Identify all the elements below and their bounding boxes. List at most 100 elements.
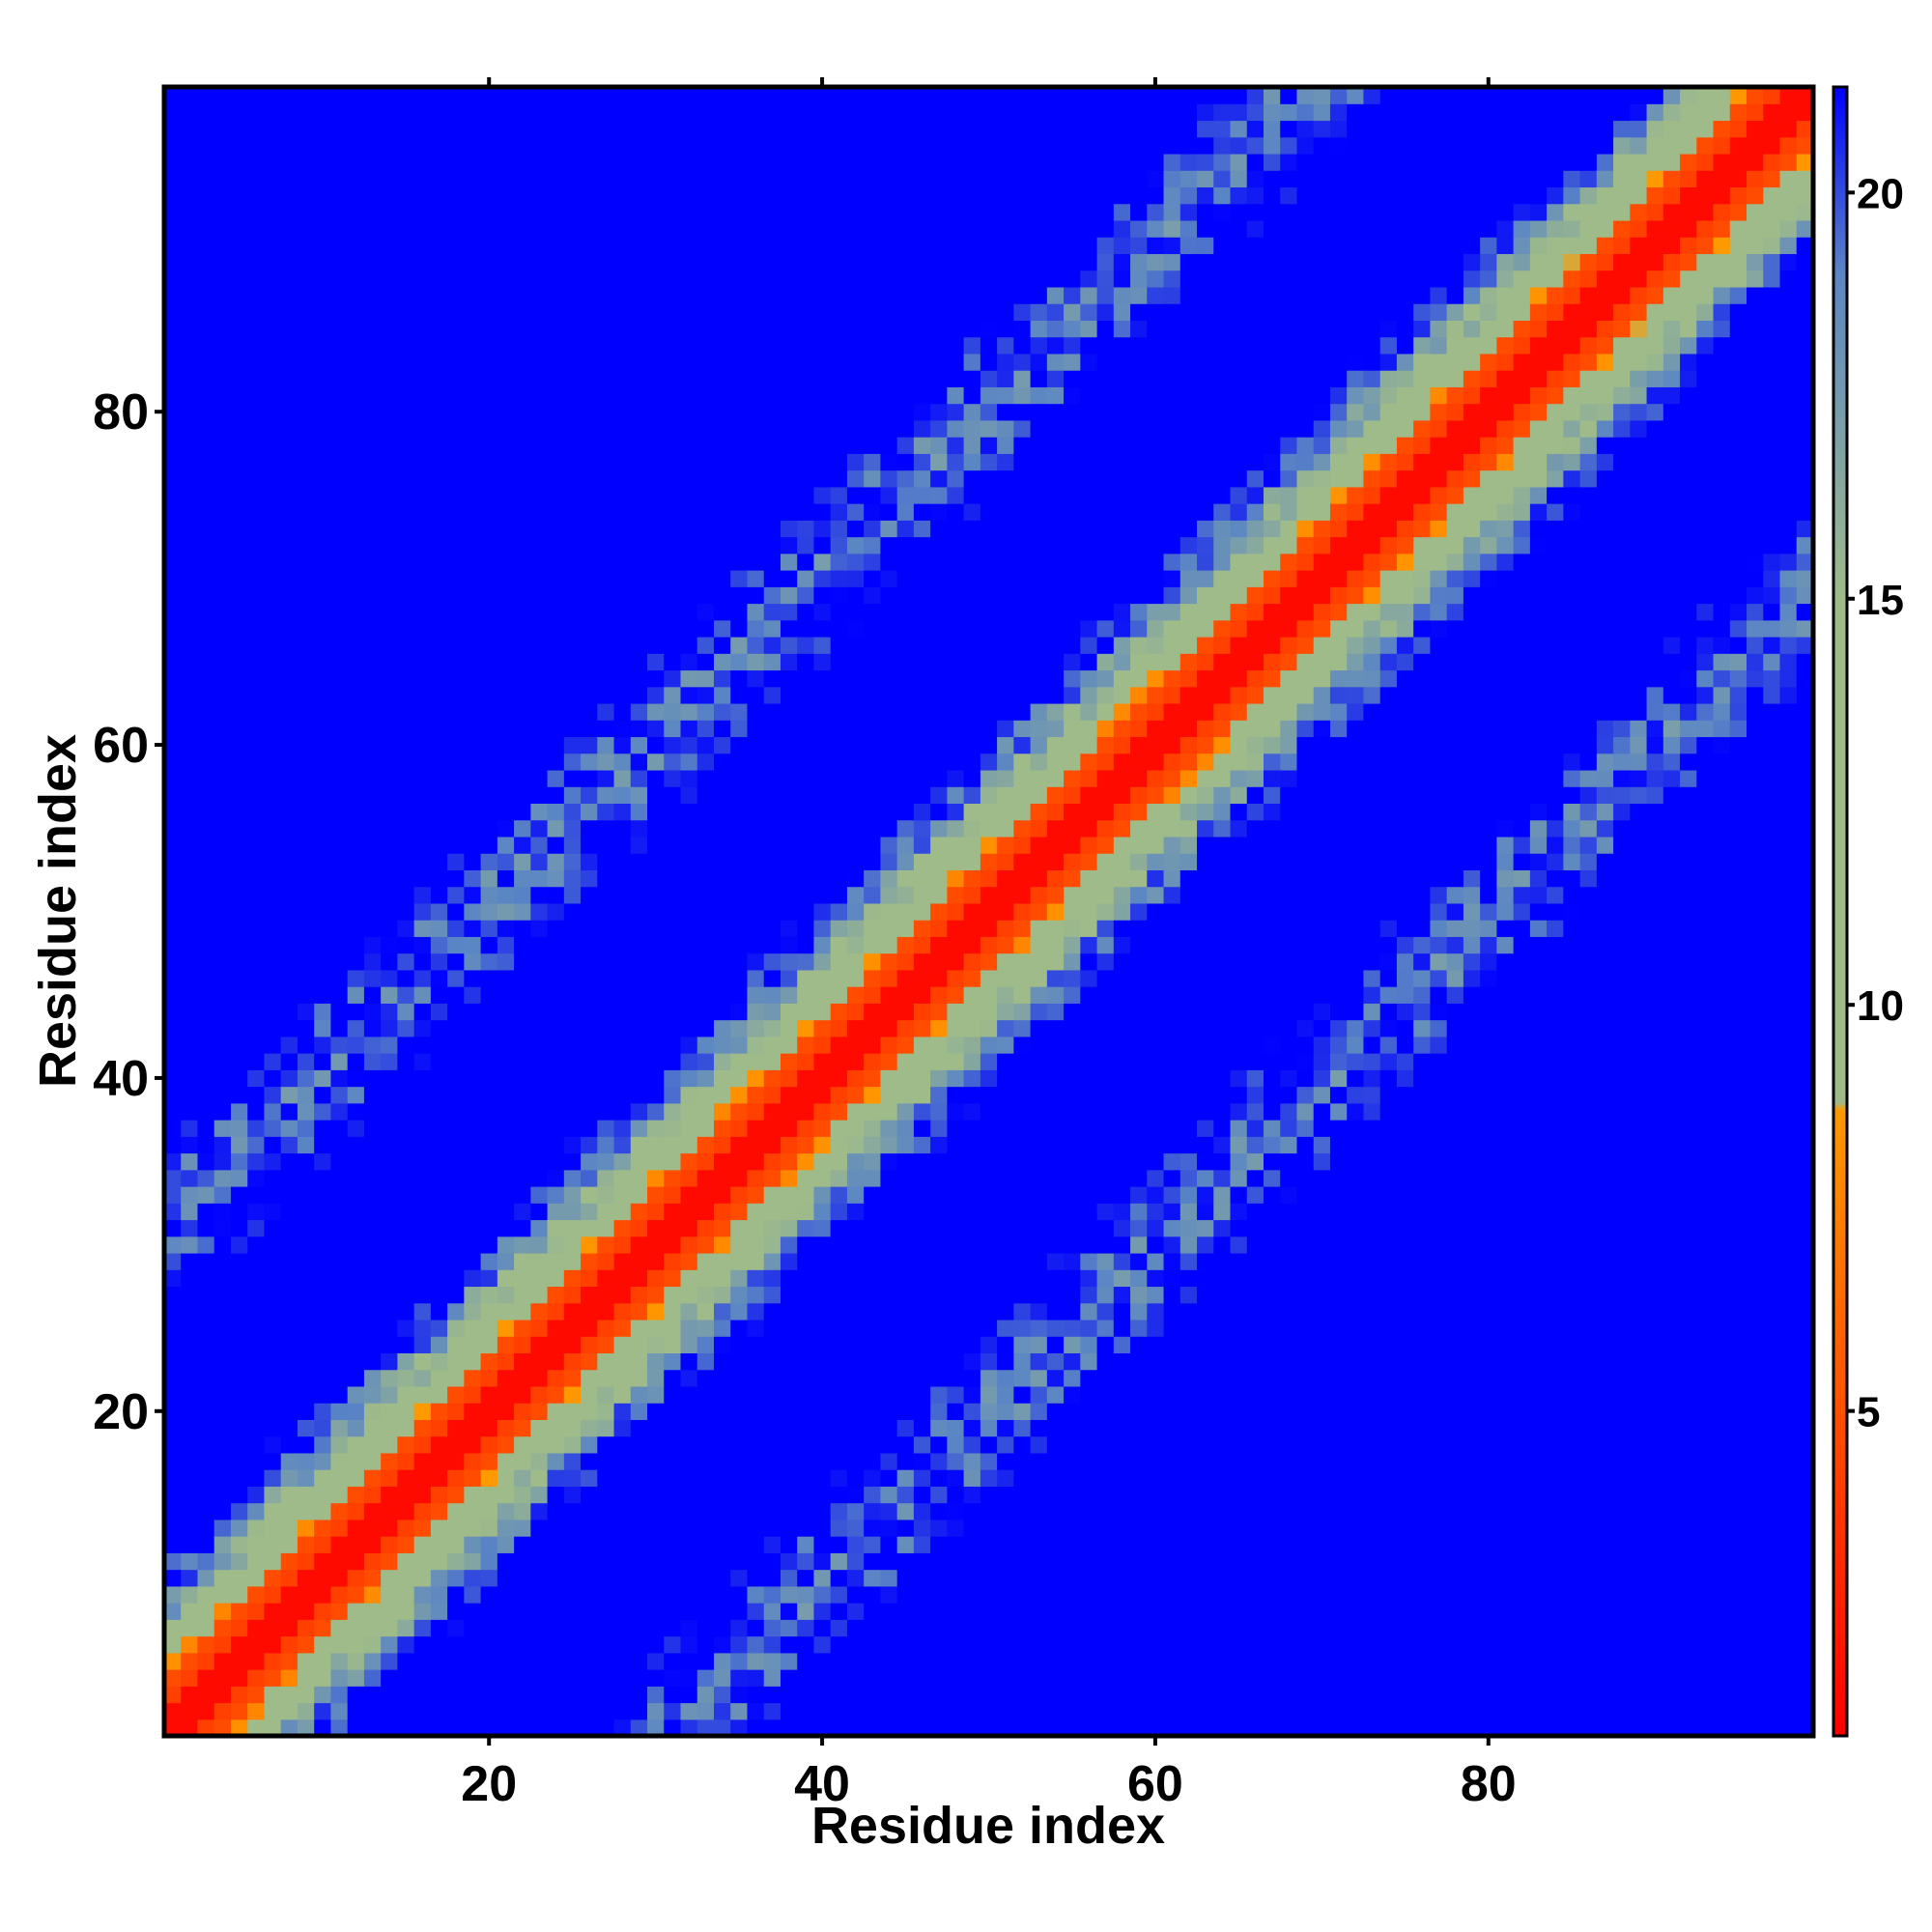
heatmap-cell xyxy=(413,1452,432,1470)
heatmap-cell xyxy=(164,1369,182,1387)
heatmap-cell xyxy=(880,1385,898,1404)
heatmap-cell xyxy=(497,936,515,954)
heatmap-cell xyxy=(363,370,382,387)
heatmap-cell xyxy=(447,1219,465,1237)
heatmap-cell xyxy=(330,1502,349,1520)
heatmap-cell xyxy=(1763,1486,1781,1504)
heatmap-cell xyxy=(314,1152,332,1171)
heatmap-cell xyxy=(1563,1319,1581,1337)
heatmap-cell xyxy=(1096,1702,1115,1720)
heatmap-cell xyxy=(213,1102,232,1121)
heatmap-cell xyxy=(247,702,266,721)
heatmap-cell xyxy=(413,986,432,1004)
heatmap-cell xyxy=(1463,1652,1481,1670)
heatmap-cell xyxy=(947,1652,965,1670)
heatmap-cell xyxy=(280,1452,298,1470)
heatmap-cell xyxy=(647,1036,665,1054)
heatmap-cell xyxy=(1680,1419,1697,1437)
heatmap-cell xyxy=(314,669,332,688)
heatmap-cell xyxy=(613,619,632,638)
heatmap-cell xyxy=(630,853,648,870)
heatmap-cell xyxy=(1747,1286,1764,1304)
heatmap-cell xyxy=(563,1502,582,1520)
heatmap-cell xyxy=(1147,1336,1165,1354)
heatmap-cell xyxy=(530,1302,549,1321)
heatmap-cell xyxy=(581,1136,598,1154)
heatmap-cell xyxy=(514,553,531,571)
heatmap-cell xyxy=(464,1603,482,1620)
heatmap-cell xyxy=(581,1169,598,1187)
heatmap-cell xyxy=(1529,1469,1548,1487)
heatmap-cell xyxy=(413,1686,432,1704)
heatmap-cell xyxy=(381,1719,398,1737)
heatmap-cell xyxy=(197,969,215,987)
heatmap-cell xyxy=(547,1086,565,1104)
heatmap-cell xyxy=(1197,1286,1214,1304)
heatmap-cell xyxy=(1747,1519,1764,1537)
heatmap-cell xyxy=(1363,1269,1381,1288)
heatmap-cell xyxy=(547,1385,565,1404)
heatmap-cell xyxy=(647,586,665,605)
heatmap-cell xyxy=(363,1702,382,1720)
heatmap-cell xyxy=(381,803,398,821)
heatmap-cell xyxy=(647,1120,665,1137)
heatmap-cell xyxy=(1696,1269,1715,1288)
heatmap-cell xyxy=(280,1036,298,1054)
heatmap-cell xyxy=(363,1635,382,1654)
heatmap-cell xyxy=(1280,1619,1298,1637)
heatmap-cell xyxy=(613,386,632,405)
heatmap-cell xyxy=(464,303,482,321)
heatmap-cell xyxy=(730,1302,749,1321)
heatmap-cell xyxy=(1563,1585,1581,1604)
heatmap-cell xyxy=(1080,1469,1098,1487)
heatmap-cell xyxy=(480,419,498,438)
heatmap-cell xyxy=(280,952,298,971)
heatmap-cell xyxy=(330,336,349,355)
heatmap-cell xyxy=(164,1635,182,1654)
heatmap-cell xyxy=(347,1619,365,1637)
heatmap-cell xyxy=(330,1203,349,1221)
heatmap-cell xyxy=(347,1186,365,1204)
heatmap-cell xyxy=(480,753,498,771)
heatmap-cell xyxy=(181,1403,199,1420)
heatmap-cell xyxy=(830,1286,848,1304)
heatmap-cell xyxy=(630,969,648,987)
heatmap-cell xyxy=(813,1502,832,1520)
heatmap-cell xyxy=(280,1536,298,1553)
heatmap-cell xyxy=(896,1419,915,1437)
heatmap-cell xyxy=(280,1336,298,1354)
heatmap-cell xyxy=(164,336,182,355)
heatmap-cell xyxy=(413,1152,432,1171)
heatmap-cell xyxy=(197,653,215,671)
heatmap-cell xyxy=(230,520,248,538)
heatmap-cell xyxy=(630,1669,648,1687)
heatmap-cell xyxy=(230,1269,248,1288)
heatmap-cell xyxy=(497,669,515,688)
heatmap-cell xyxy=(363,536,382,554)
heatmap-cell xyxy=(581,753,598,771)
heatmap-cell xyxy=(413,1635,432,1654)
heatmap-cell xyxy=(730,1569,749,1587)
heatmap-cell xyxy=(363,603,382,621)
heatmap-cell xyxy=(430,1053,448,1070)
heatmap-cell xyxy=(780,1352,798,1371)
heatmap-cell xyxy=(347,1603,365,1620)
heatmap-cell xyxy=(514,219,531,238)
heatmap-cell xyxy=(1529,1519,1548,1537)
heatmap-cell xyxy=(297,1136,315,1154)
heatmap-cell xyxy=(363,1302,382,1321)
heatmap-cell xyxy=(1713,1652,1731,1670)
heatmap-cell xyxy=(630,1403,648,1420)
heatmap-cell xyxy=(1313,1319,1331,1337)
heatmap-cell xyxy=(264,1686,282,1704)
heatmap-cell xyxy=(763,1702,781,1720)
heatmap-cell xyxy=(430,819,448,838)
heatmap-cell xyxy=(664,1486,682,1504)
heatmap-cell xyxy=(297,1286,315,1304)
heatmap-cell xyxy=(381,769,398,787)
heatmap-cell xyxy=(314,469,332,488)
heatmap-cell xyxy=(381,1302,398,1321)
heatmap-cell xyxy=(581,1352,598,1371)
heatmap-cell xyxy=(363,170,382,188)
heatmap-cell xyxy=(264,619,282,638)
